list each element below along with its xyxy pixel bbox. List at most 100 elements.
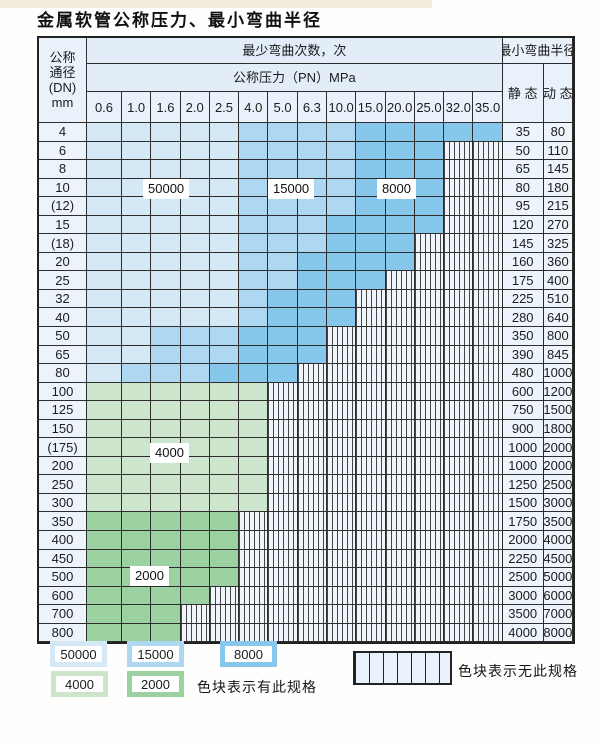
bend-count-cell <box>268 345 298 365</box>
bend-count-cell <box>239 271 269 290</box>
dn-cell: 600 <box>39 586 87 606</box>
dynamic-value-cell: 110 <box>543 141 573 161</box>
bend-count-cell <box>87 327 122 346</box>
bend-count-cell <box>385 197 415 216</box>
no-spec-cell <box>268 568 298 587</box>
bend-count-cell <box>151 345 181 365</box>
bend-count-cell <box>180 493 210 513</box>
bend-count-cell <box>239 475 269 494</box>
dn-header-line: 公称 <box>49 50 76 65</box>
static-value-cell: 175 <box>502 271 544 290</box>
static-value-cell: 480 <box>502 364 544 383</box>
bend-count-cell <box>297 141 327 161</box>
dynamic-value-cell: 1800 <box>543 419 573 439</box>
bend-count-cell <box>239 364 269 383</box>
no-spec-cell <box>473 178 503 198</box>
dynamic-value-cell: 3500 <box>543 512 573 532</box>
bend-count-cell <box>209 271 240 290</box>
no-spec-cell <box>385 364 415 383</box>
no-spec-cell <box>444 549 474 569</box>
static-value-cell: 2250 <box>502 549 544 569</box>
bend-count-cell <box>268 141 298 161</box>
dn-cell: 700 <box>39 605 87 624</box>
no-spec-cell <box>297 531 327 550</box>
no-spec-cell <box>327 549 357 569</box>
no-spec-cell <box>327 438 357 457</box>
bend-count-cell <box>122 345 152 365</box>
bend-count-cell <box>151 160 181 179</box>
no-spec-cell <box>297 568 327 587</box>
bend-count-cell <box>180 141 210 161</box>
no-spec-cell <box>414 512 445 532</box>
dynamic-value-cell: 4500 <box>543 549 573 569</box>
no-spec-cell <box>385 382 415 402</box>
no-spec-cell <box>444 401 474 420</box>
no-spec-cell <box>473 252 503 272</box>
no-spec-cell <box>297 586 327 606</box>
no-spec-cell <box>473 419 503 439</box>
no-spec-cell <box>297 419 327 439</box>
no-spec-cell <box>444 382 474 402</box>
bend-count-cell <box>473 123 503 142</box>
no-spec-cell <box>297 475 327 494</box>
no-spec-cell <box>268 549 298 569</box>
bend-count-cell <box>180 123 210 142</box>
bend-count-cell <box>151 401 181 420</box>
dn-cell: (12) <box>39 197 87 216</box>
bend-count-cell <box>151 271 181 290</box>
bend-count-cell <box>87 178 122 198</box>
bend-count-cell <box>268 215 298 235</box>
static-value-cell: 225 <box>502 289 544 309</box>
no-spec-cell <box>385 345 415 365</box>
no-spec-cell <box>473 549 503 569</box>
no-spec-cell <box>268 401 298 420</box>
static-value-cell: 160 <box>502 252 544 272</box>
no-spec-cell <box>327 531 357 550</box>
bend-count-cell <box>151 475 181 494</box>
no-spec-cell <box>268 382 298 402</box>
bend-count-cell <box>268 327 298 346</box>
no-spec-cell <box>356 327 386 346</box>
bend-count-cell <box>297 289 327 309</box>
dn-header-line: 通径 <box>49 65 76 80</box>
bend-count-cell <box>209 178 240 198</box>
bend-count-cell <box>268 252 298 272</box>
no-spec-cell <box>327 512 357 532</box>
bend-count-cell <box>356 141 386 161</box>
no-spec-cell <box>444 252 474 272</box>
no-spec-cell <box>473 623 503 643</box>
dynamic-value-cell: 145 <box>543 160 573 179</box>
dn-cell: 200 <box>39 456 87 476</box>
no-spec-cell <box>356 401 386 420</box>
pressure-tick: 10.0 <box>327 92 357 123</box>
bend-count-cell <box>239 215 269 235</box>
bend-count-cell <box>122 605 152 624</box>
bend-count-cell <box>414 215 445 235</box>
static-value-cell: 3000 <box>502 586 544 606</box>
static-value-cell: 750 <box>502 401 544 420</box>
bend-count-cell <box>151 141 181 161</box>
dn-cell: 40 <box>39 308 87 328</box>
pressure-tick: 15.0 <box>356 92 386 123</box>
no-spec-cell <box>239 512 269 532</box>
bend-count-cell <box>122 327 152 346</box>
dynamic-value-cell: 2000 <box>543 456 573 476</box>
bend-count-cell <box>327 252 357 272</box>
pressure-tick: 25.0 <box>414 92 445 123</box>
pressure-tick: 0.6 <box>87 92 122 123</box>
bend-count-cell <box>122 512 152 532</box>
no-spec-cell <box>327 568 357 587</box>
bend-count-cell <box>87 438 122 457</box>
bend-count-cell <box>385 141 415 161</box>
no-spec-cell <box>444 271 474 290</box>
no-spec-cell <box>327 605 357 624</box>
no-spec-cell <box>414 438 445 457</box>
no-spec-cell <box>239 549 269 569</box>
no-spec-cell <box>356 345 386 365</box>
bend-count-cell <box>180 382 210 402</box>
bend-count-cell <box>209 456 240 476</box>
bend-count-cell <box>87 141 122 161</box>
bend-count-cell <box>327 271 357 290</box>
no-spec-cell <box>356 475 386 494</box>
no-spec-cell <box>268 512 298 532</box>
